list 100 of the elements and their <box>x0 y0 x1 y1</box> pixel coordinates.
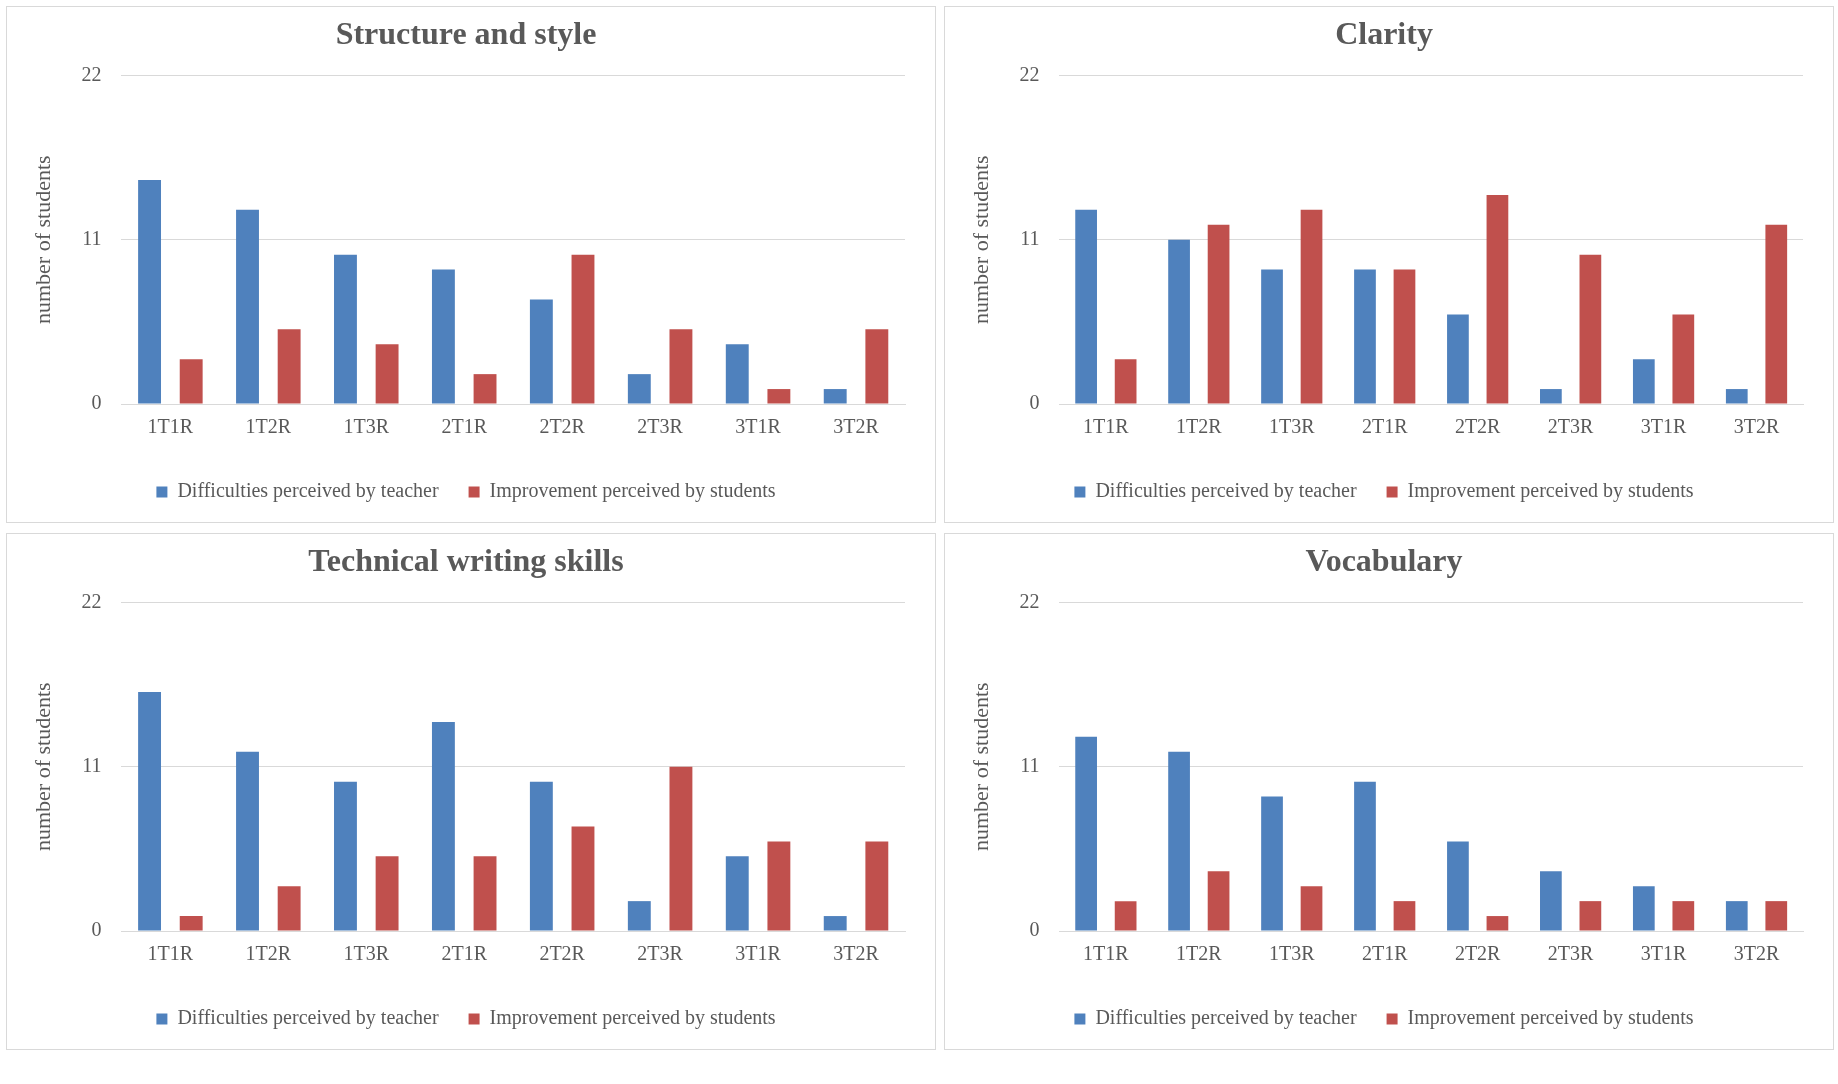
x-tick-label: 2T3R <box>1547 942 1595 965</box>
x-tick-label: 1T2R <box>1176 415 1223 438</box>
y-tick-label: 11 <box>82 226 102 249</box>
bar <box>529 781 553 931</box>
x-tick-label: 3T1R <box>735 415 782 438</box>
x-tick-label: 1T3R <box>1268 942 1316 965</box>
bar <box>725 344 749 404</box>
legend-label: Difficulties perceived by teacher <box>177 1006 439 1030</box>
bar <box>1540 871 1562 931</box>
y-tick-label: 0 <box>91 918 102 941</box>
bar <box>571 826 595 931</box>
bar <box>1114 901 1137 931</box>
x-tick-label: 2T1R <box>1361 415 1409 438</box>
bar <box>823 389 847 404</box>
bar <box>138 692 162 931</box>
x-tick-label: 3T1R <box>735 942 782 965</box>
bar <box>725 856 749 931</box>
bar <box>1168 751 1190 931</box>
x-tick-label: 2T2R <box>1454 942 1502 965</box>
bar <box>1261 796 1283 931</box>
bar <box>277 329 301 404</box>
bar <box>1486 194 1509 404</box>
bar <box>431 721 455 931</box>
bar <box>669 329 693 404</box>
x-tick-label: 1T2R <box>1176 942 1223 965</box>
bar <box>1075 209 1097 404</box>
y-tick-label: 22 <box>1019 589 1040 612</box>
y-tick-label: 11 <box>1020 753 1040 776</box>
legend-label: Difficulties perceived by teacher <box>1095 1006 1357 1030</box>
bar <box>236 209 259 404</box>
x-tick-label: 3T2R <box>1733 415 1780 438</box>
bar <box>1300 886 1323 931</box>
bar <box>823 916 847 931</box>
bar <box>179 359 203 404</box>
bar <box>669 766 693 931</box>
legend-label: Improvement perceived by students <box>489 479 776 503</box>
bar <box>334 254 357 404</box>
bar <box>1114 359 1137 404</box>
bar <box>1725 389 1748 404</box>
x-tick-label: 2T3R <box>637 415 684 438</box>
bar <box>865 841 889 931</box>
y-axis-title: number of students <box>29 155 55 325</box>
bar <box>473 856 497 931</box>
bar <box>1393 269 1416 404</box>
y-tick-label: 0 <box>91 391 102 414</box>
chart-title: Structure and style <box>335 15 597 52</box>
y-tick-label: 11 <box>1020 226 1040 249</box>
x-tick-label: 3T2R <box>1733 942 1780 965</box>
bar <box>1765 224 1788 404</box>
bar <box>236 751 259 931</box>
x-tick-label: 2T1R <box>441 415 488 438</box>
legend-label: Difficulties perceived by teacher <box>177 479 439 503</box>
bar <box>767 389 791 404</box>
x-tick-label: 2T3R <box>1547 415 1595 438</box>
bar <box>767 841 791 931</box>
chart-title: Vocabulary <box>1305 542 1463 579</box>
x-tick-label: 2T1R <box>441 942 488 965</box>
x-tick-label: 1T1R <box>1083 942 1130 965</box>
bar <box>1354 269 1376 404</box>
x-tick-label: 2T2R <box>539 415 586 438</box>
bar <box>1168 239 1190 404</box>
legend-label: Difficulties perceived by teacher <box>1095 479 1357 503</box>
legend-label: Improvement perceived by students <box>1407 479 1694 503</box>
y-tick-label: 22 <box>81 589 102 612</box>
x-tick-label: 2T2R <box>1454 415 1502 438</box>
x-tick-label: 1T1R <box>1083 415 1130 438</box>
bar <box>1765 901 1788 931</box>
bar <box>1579 254 1602 404</box>
bar <box>865 329 889 404</box>
y-axis-title: number of students <box>29 682 55 852</box>
x-tick-label: 1T2R <box>245 942 292 965</box>
bar <box>138 179 162 404</box>
chart-title: Technical writing skills <box>308 542 624 579</box>
x-tick-label: 1T3R <box>343 415 390 438</box>
y-tick-label: 0 <box>1029 391 1040 414</box>
y-axis-title: number of students <box>967 682 993 852</box>
chart-title: Clarity <box>1335 15 1433 52</box>
legend-label: Improvement perceived by students <box>1407 1006 1694 1030</box>
bar <box>375 856 399 931</box>
x-tick-label: 1T1R <box>147 415 194 438</box>
bar <box>1393 901 1416 931</box>
bar <box>1672 901 1695 931</box>
x-tick-label: 3T1R <box>1640 942 1688 965</box>
bar <box>1486 916 1509 931</box>
x-tick-label: 2T3R <box>637 942 684 965</box>
bar <box>571 254 595 404</box>
bar <box>1447 314 1469 404</box>
bar <box>334 781 357 931</box>
bar <box>1579 901 1602 931</box>
y-axis-title: number of students <box>967 155 993 325</box>
bar <box>1261 269 1283 404</box>
x-tick-label: 3T1R <box>1640 415 1688 438</box>
x-tick-label: 2T2R <box>539 942 586 965</box>
x-tick-label: 2T1R <box>1361 942 1409 965</box>
bar <box>1632 886 1655 931</box>
bar <box>1207 871 1230 931</box>
x-tick-label: 3T2R <box>833 415 880 438</box>
x-tick-label: 1T2R <box>245 415 292 438</box>
bar <box>1672 314 1695 404</box>
bar <box>1300 209 1323 404</box>
